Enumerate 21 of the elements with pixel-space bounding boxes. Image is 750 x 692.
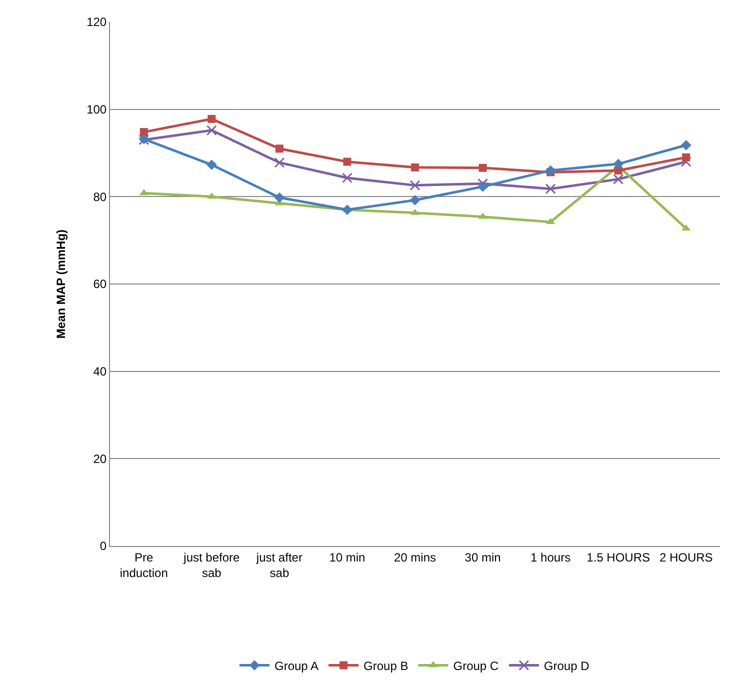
x-tick-label: just after sab [255, 550, 302, 580]
y-tick-label: 20 [93, 452, 107, 466]
x-tick-label: 10 min [329, 550, 366, 564]
x-tick-label: Pre induction [120, 550, 168, 580]
legend-label: Group C [453, 658, 499, 673]
x-tick-label: 1.5 HOURS [586, 550, 650, 564]
x-tick-label: 20 mins [394, 550, 436, 564]
y-tick-label: 100 [86, 102, 107, 117]
legend-label: Group D [544, 658, 590, 673]
x-tick-label: 2 HOURS [659, 550, 713, 564]
y-tick-label: 0 [100, 539, 107, 554]
legend-label: Group A [274, 658, 319, 673]
y-axis-title: Mean MAP (mmHg) [54, 229, 68, 339]
x-tick-label: 1 hours [530, 550, 571, 564]
y-tick-label: 120 [86, 15, 107, 30]
y-tick-label: 40 [93, 364, 107, 379]
x-tick-label: 30 min [464, 550, 501, 564]
legend-label: Group B [364, 658, 408, 673]
y-tick-label: 80 [93, 190, 107, 204]
x-tick-label: just before sab [182, 550, 240, 580]
y-tick-label: 60 [93, 277, 107, 292]
